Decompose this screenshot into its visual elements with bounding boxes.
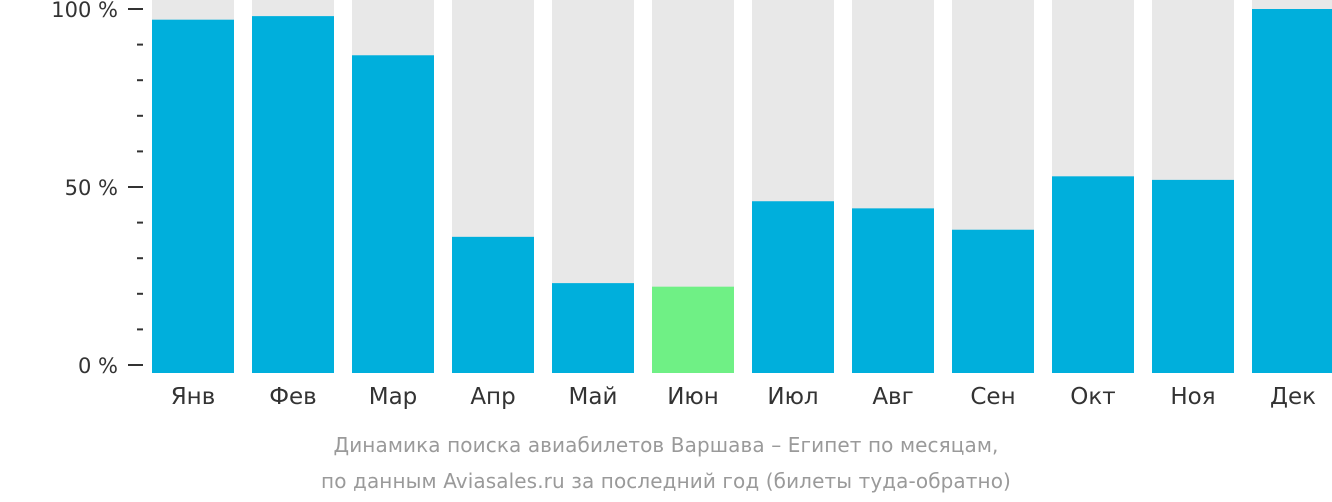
x-tick-label: Сен xyxy=(970,384,1015,410)
bar xyxy=(1252,9,1332,373)
x-tick-label: Май xyxy=(569,384,618,410)
x-axis: Янв Фев Мар Апр Май Июн Июл Авг Сен Окт Ноя Дек xyxy=(171,384,1316,410)
x-tick-label: Апр xyxy=(470,384,515,410)
bar xyxy=(452,236,534,373)
x-tick-label: Фев xyxy=(269,384,317,410)
y-tick-label: 0 % xyxy=(78,354,118,378)
x-tick-label: Июн xyxy=(667,384,719,410)
y-tick-label: 50 % xyxy=(65,176,118,200)
x-tick-label: Янв xyxy=(171,384,216,410)
chart-caption-line-1: Динамика поиска авиабилетов Варшава – Ег… xyxy=(333,433,999,457)
bars xyxy=(152,9,1332,374)
bar xyxy=(852,208,934,373)
bar xyxy=(752,201,834,373)
bar xyxy=(1152,179,1234,373)
x-tick-label: Мар xyxy=(369,384,418,410)
bar xyxy=(652,286,734,373)
bar xyxy=(252,16,334,374)
chart-caption-line-2: по данным Aviasales.ru за последний год … xyxy=(321,469,1011,493)
y-axis: 0 % 50 % 100 % xyxy=(51,0,143,378)
bar xyxy=(152,19,234,374)
x-tick-label: Окт xyxy=(1070,384,1115,410)
x-tick-label: Июл xyxy=(767,384,818,410)
bar xyxy=(952,229,1034,373)
y-tick-label: 100 % xyxy=(51,0,118,22)
x-tick-label: Ноя xyxy=(1170,384,1215,410)
bar xyxy=(352,55,434,373)
bar xyxy=(1052,176,1134,373)
x-tick-label: Дек xyxy=(1270,384,1316,410)
x-tick-label: Авг xyxy=(872,384,913,410)
bar xyxy=(552,283,634,373)
